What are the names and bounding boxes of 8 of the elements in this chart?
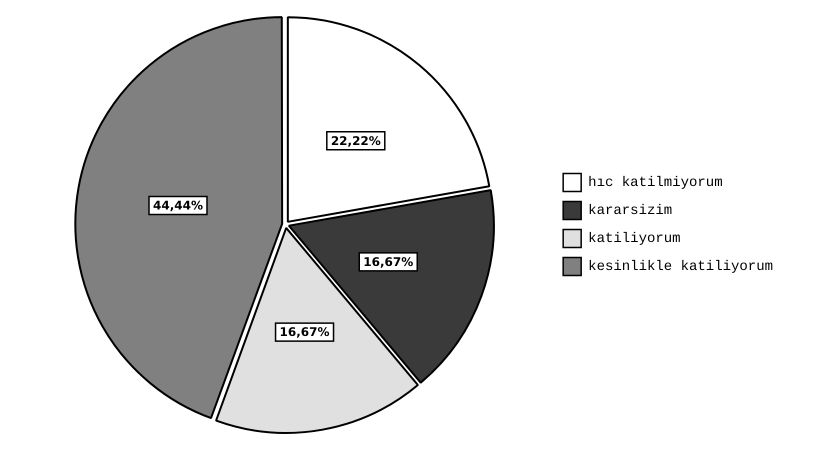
- legend-label: hıc katilmiyorum: [588, 175, 723, 192]
- legend-label: kararsizim: [588, 203, 672, 220]
- data-label: 44,44%: [153, 198, 203, 213]
- data-label: 16,67%: [280, 325, 330, 340]
- legend-label: kesinlikle katiliyorum: [588, 259, 774, 276]
- data-label: 16,67%: [363, 254, 414, 269]
- legend-label: katiliyorum: [588, 231, 681, 248]
- data-label: 22,22%: [330, 134, 381, 148]
